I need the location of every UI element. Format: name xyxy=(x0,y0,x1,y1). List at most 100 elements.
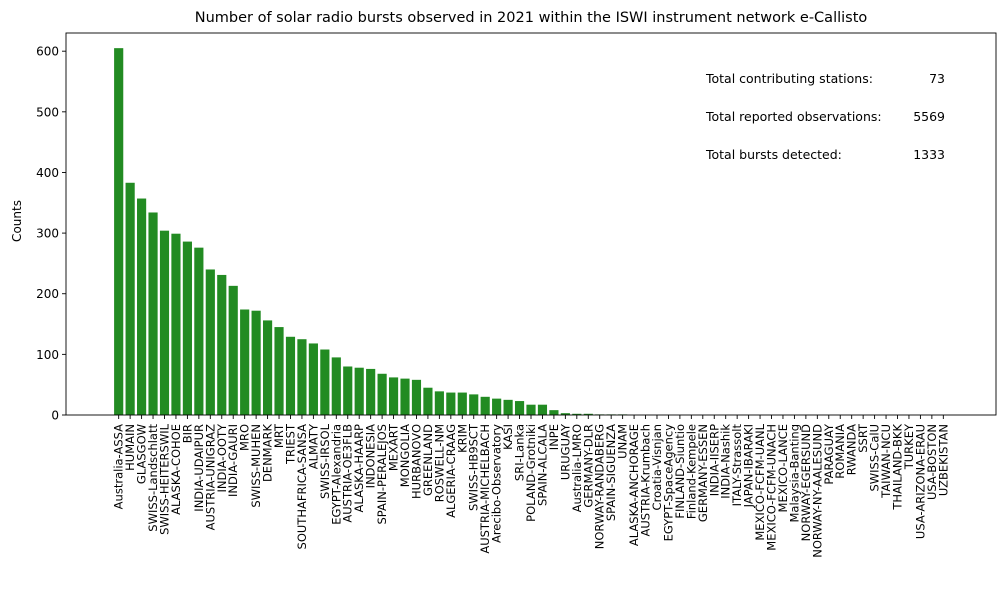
x-tick-label: NORWAY-NY-AALESUND xyxy=(810,424,824,558)
y-tick-label: 100 xyxy=(36,348,59,362)
annotation-label: Total bursts detected: xyxy=(705,147,842,162)
x-tick-label: JAPAN-IBARAKI xyxy=(742,424,756,508)
x-tick-label: INDIA-OOTY xyxy=(215,423,229,492)
bar xyxy=(148,212,158,415)
x-tick-label: EGYPT-SpaceAgency xyxy=(661,424,675,542)
bar xyxy=(217,274,227,415)
x-tick-label: SRI-Lanka xyxy=(513,424,527,481)
bar xyxy=(423,387,433,415)
y-tick-label: 300 xyxy=(36,227,59,241)
x-tick-label: ALGERIA-CRAAG xyxy=(444,424,458,518)
x-tick-label: SWISS-HEITERSWIL xyxy=(157,423,171,534)
bar xyxy=(526,404,536,415)
x-tick-label: SWISS-CalU xyxy=(868,424,882,492)
x-tick-label: MONGOLIA xyxy=(398,424,412,487)
x-tick-label: NORWAY-RANDABERG xyxy=(593,424,607,549)
bar xyxy=(560,413,570,415)
y-tick-label: 400 xyxy=(36,166,59,180)
bar xyxy=(572,413,582,415)
x-tick-label: SWISS-IRSOL xyxy=(318,423,332,499)
bar xyxy=(388,377,399,415)
x-tick-label: SOUTHAFRICA-SANSA xyxy=(295,424,309,550)
x-tick-label: UNAM xyxy=(616,424,630,459)
x-tick-label: SWISS-Landschlatt xyxy=(146,424,160,532)
y-tick-label: 200 xyxy=(36,287,59,301)
x-tick-label: TAIWAN-NCU xyxy=(879,424,893,499)
x-tick-label: Arecibo-Observatory xyxy=(490,424,504,543)
y-tick-label: 500 xyxy=(36,105,59,119)
x-tick-label: POLAND-Grotniki xyxy=(524,424,538,522)
bar xyxy=(240,309,250,415)
bar xyxy=(194,247,204,415)
x-tick-label: NORWAY-EGERSUND xyxy=(799,424,813,541)
x-axis: Australia-ASSAHUMAINGLASGOWSWISS-Landsch… xyxy=(112,415,950,558)
annotation-value: 73 xyxy=(929,71,945,86)
bar xyxy=(331,357,341,415)
bar xyxy=(354,367,364,415)
bar xyxy=(285,336,296,415)
x-tick-label: MRO xyxy=(238,424,252,451)
bar xyxy=(308,343,318,415)
x-tick-label: PARAGUAY xyxy=(822,423,836,485)
annotation-value: 5569 xyxy=(913,109,945,124)
x-tick-label: GERMANY-ESSEN xyxy=(696,424,710,522)
x-tick-label: ITALY-Strassolt xyxy=(730,424,744,507)
x-tick-label: BIR xyxy=(180,424,194,443)
bar xyxy=(492,398,502,415)
x-tick-label: GREENLAND xyxy=(421,424,435,496)
bar xyxy=(400,378,410,415)
x-tick-label: TRIEST xyxy=(283,423,297,465)
x-tick-label: INPE xyxy=(547,424,561,450)
x-tick-label: Malaysia-Banting xyxy=(787,424,801,523)
x-tick-label: EGYPT-Alexandria xyxy=(329,424,343,525)
x-tick-label: SPAIN-ALCALA xyxy=(535,424,549,506)
bar xyxy=(537,404,548,415)
bar xyxy=(343,366,353,415)
summary-annotations: Total contributing stations: 73 Total repo… xyxy=(705,71,945,162)
x-tick-label: ALASKA-COHOE xyxy=(169,424,183,515)
x-tick-label: URUGUAY xyxy=(558,423,572,480)
y-tick-label: 0 xyxy=(51,409,59,423)
x-tick-label: THAILAND-BKK xyxy=(891,424,905,511)
x-tick-label: FINLAND-Siuntio xyxy=(673,424,687,519)
x-tick-label: INDIA-UDAIPUR xyxy=(192,424,206,512)
x-tick-label: SWISS-HB9SCT xyxy=(467,423,481,511)
x-tick-label: AUSTRIA-UNIGRAZ xyxy=(203,424,217,530)
x-tick-label: GERMANY-DLR xyxy=(581,424,595,508)
x-tick-label: INDIA-Nashik xyxy=(719,424,733,499)
x-tick-label: USA-ARIZONA-ERAU xyxy=(913,424,927,539)
x-tick-label: MEXART xyxy=(387,423,401,471)
bar xyxy=(137,198,147,415)
x-tick-label: ROSWELL-NM xyxy=(432,424,446,502)
annotation-label: Total reported observations: xyxy=(705,109,882,124)
bars-group xyxy=(114,48,628,416)
y-axis-label: Counts xyxy=(10,200,24,242)
x-tick-label: HUMAIN xyxy=(123,424,137,471)
bar xyxy=(469,394,479,415)
bar xyxy=(377,373,387,415)
bar xyxy=(446,392,456,415)
x-tick-label: SSRT xyxy=(856,423,870,453)
bar xyxy=(434,391,444,415)
annotation-label: Total contributing stations: xyxy=(705,71,873,86)
bar xyxy=(125,182,135,415)
x-tick-label: Croatia-Visnjan xyxy=(650,424,664,510)
bar xyxy=(159,230,170,415)
bar xyxy=(411,379,422,415)
x-tick-label: UZBEKISTAN xyxy=(936,424,950,496)
bar xyxy=(171,233,181,415)
x-tick-label: ALASKA-ANCHORAGE xyxy=(627,424,641,546)
bar xyxy=(182,241,192,415)
y-tick-label: 600 xyxy=(36,45,59,59)
x-tick-label: INDIA-GAURI xyxy=(226,424,240,497)
bar xyxy=(457,392,467,415)
bar xyxy=(366,368,376,415)
bar xyxy=(514,401,525,415)
annotation-value: 1333 xyxy=(913,147,945,162)
bar xyxy=(228,285,238,415)
x-tick-label: AUSTRIA-Krumbach xyxy=(639,424,653,536)
plot-frame xyxy=(65,32,997,416)
x-tick-label: INDONESIA xyxy=(364,424,378,488)
x-tick-label: DENMARK xyxy=(261,424,275,483)
